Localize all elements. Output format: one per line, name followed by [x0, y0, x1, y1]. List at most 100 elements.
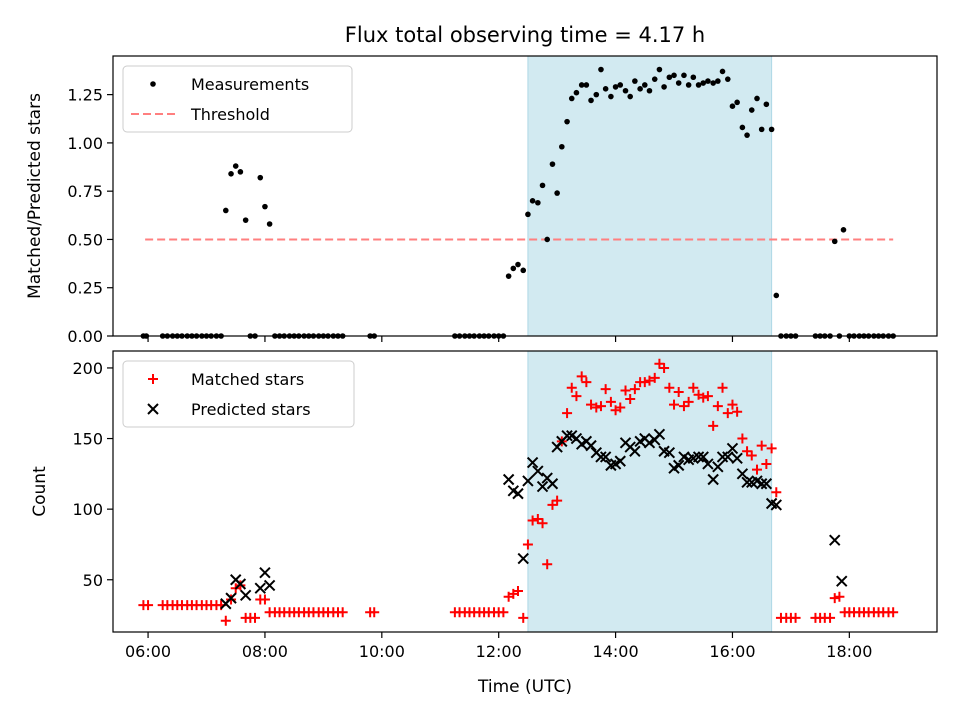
x-axis-label: Time (UTC)	[477, 677, 572, 697]
count-series-0-point	[625, 394, 636, 405]
count-y-tick-label: 100	[72, 500, 103, 519]
count-series-0-point	[337, 607, 348, 618]
ratio-series-0-point	[632, 78, 638, 84]
count-series-1-point	[836, 575, 848, 587]
count-series-1-point	[239, 589, 252, 601]
ratio-series-0-point	[724, 76, 731, 82]
count-series-0-point	[595, 401, 606, 412]
ratio-series-0-point	[544, 236, 551, 243]
count-series-1-point	[663, 446, 676, 459]
count-series-1-point	[526, 456, 539, 469]
count-series-1-point	[629, 445, 641, 457]
ratio-series-0-point	[656, 66, 663, 73]
count-series-0-point	[566, 382, 577, 393]
ratio-series-0-point	[695, 82, 702, 88]
ratio-series-0-point	[661, 84, 667, 90]
count-series-1-point	[254, 582, 266, 594]
ratio-series-0-point	[535, 199, 541, 206]
ratio-series-0-point	[831, 238, 838, 245]
x-tick-label: 18:00	[826, 642, 872, 661]
ratio-series-0-point	[266, 221, 273, 227]
count-series-1-point	[692, 451, 705, 463]
count-series-0-point	[644, 375, 655, 386]
count-series-1-point	[595, 451, 607, 463]
ratio-y-tick-label: 0.25	[67, 279, 103, 298]
ratio-series-0-point	[612, 84, 619, 90]
ratio-series-0-point	[671, 72, 677, 79]
count-panel: 50 100 150 200 Count 06:00 08:00 10:00 12:00 14:0…	[30, 350, 938, 661]
count-series-0-point	[562, 408, 573, 419]
ratio-plot-frame	[112, 55, 938, 337]
ratio-series-0-point	[681, 72, 687, 79]
ratio-series-0-point	[758, 126, 765, 133]
count-legend-marker	[148, 374, 158, 384]
count-series-1-point	[599, 451, 612, 463]
count-series-0-point	[498, 607, 509, 618]
ratio-series-0-point	[768, 126, 775, 133]
ratio-series-0-point	[763, 101, 770, 108]
count-series-1-point	[561, 430, 573, 442]
count-plot-frame	[112, 350, 938, 633]
count-series-1-point	[760, 478, 773, 490]
count-series-0-point	[702, 391, 713, 402]
ratio-series-0-point	[262, 203, 268, 210]
ratio-series-0-point	[651, 76, 658, 82]
count-series-1-point	[225, 592, 237, 604]
count-series-0-point	[369, 607, 380, 618]
observing-interval-shade	[527, 56, 772, 336]
count-y-axis-label: Count	[30, 466, 50, 517]
ratio-series-0-point	[840, 226, 847, 233]
count-series-1-point	[234, 578, 247, 590]
count-series-0-point	[888, 607, 899, 618]
count-series-0-point	[571, 391, 582, 402]
count-series-0-point	[708, 420, 719, 431]
ratio-series-0-point	[568, 95, 575, 102]
count-series-0-point	[761, 458, 772, 469]
count-series-0-point	[649, 372, 660, 383]
ratio-y-tick-label: 1.25	[67, 86, 103, 105]
ratio-y-tick-label: 0.50	[67, 230, 103, 249]
count-series-1-point	[614, 455, 626, 467]
count-series-1-point	[755, 478, 768, 490]
count-series-1-point	[726, 442, 739, 455]
count-series-1-point	[707, 473, 719, 486]
count-series-0-point	[737, 433, 748, 444]
count-series-1-point	[512, 487, 524, 500]
count-series-1-point	[722, 451, 734, 463]
ratio-legend-label: Threshold	[190, 105, 270, 124]
count-series-0-point	[522, 539, 533, 550]
ratio-series-0-point	[719, 68, 726, 75]
count-series-0-point	[537, 518, 548, 529]
count-series-1-point	[522, 475, 534, 487]
ratio-series-0-point	[578, 82, 585, 88]
count-series-1-point	[731, 452, 743, 465]
count-legend-label: Matched stars	[191, 370, 304, 389]
observing-interval-shade	[527, 351, 772, 632]
count-series-1-point	[643, 437, 656, 449]
count-series-1-point	[672, 459, 685, 472]
ratio-legend-marker	[150, 81, 156, 87]
count-series-0-point	[673, 386, 684, 397]
ratio-panel: 0.00 0.25 0.50 0.75 1.00 1.25 Matched/Predicte…	[25, 55, 938, 346]
ratio-series-0-point	[232, 163, 239, 169]
count-series-0-point	[717, 382, 728, 393]
count-series-1-point	[546, 478, 559, 490]
count-series-0-point	[790, 612, 801, 623]
ratio-y-tick-label: 0.75	[67, 182, 103, 201]
count-series-0-point	[581, 377, 592, 388]
count-series-0-point	[615, 402, 626, 413]
ratio-series-0-point	[602, 86, 609, 92]
count-series-0-point	[250, 612, 261, 623]
ratio-series-0-point	[237, 169, 244, 175]
ratio-series-0-point	[710, 80, 716, 86]
ratio-series-0-point	[754, 95, 760, 102]
count-series-0-point	[518, 612, 529, 623]
ratio-series-0-point	[739, 124, 746, 131]
count-series-0-point	[664, 382, 675, 393]
ratio-series-0-point	[748, 107, 755, 113]
count-series-1-point	[697, 451, 709, 463]
count-series-0-point	[605, 396, 616, 407]
ratio-series-0-point	[257, 174, 264, 181]
count-series-1-point	[653, 428, 666, 441]
